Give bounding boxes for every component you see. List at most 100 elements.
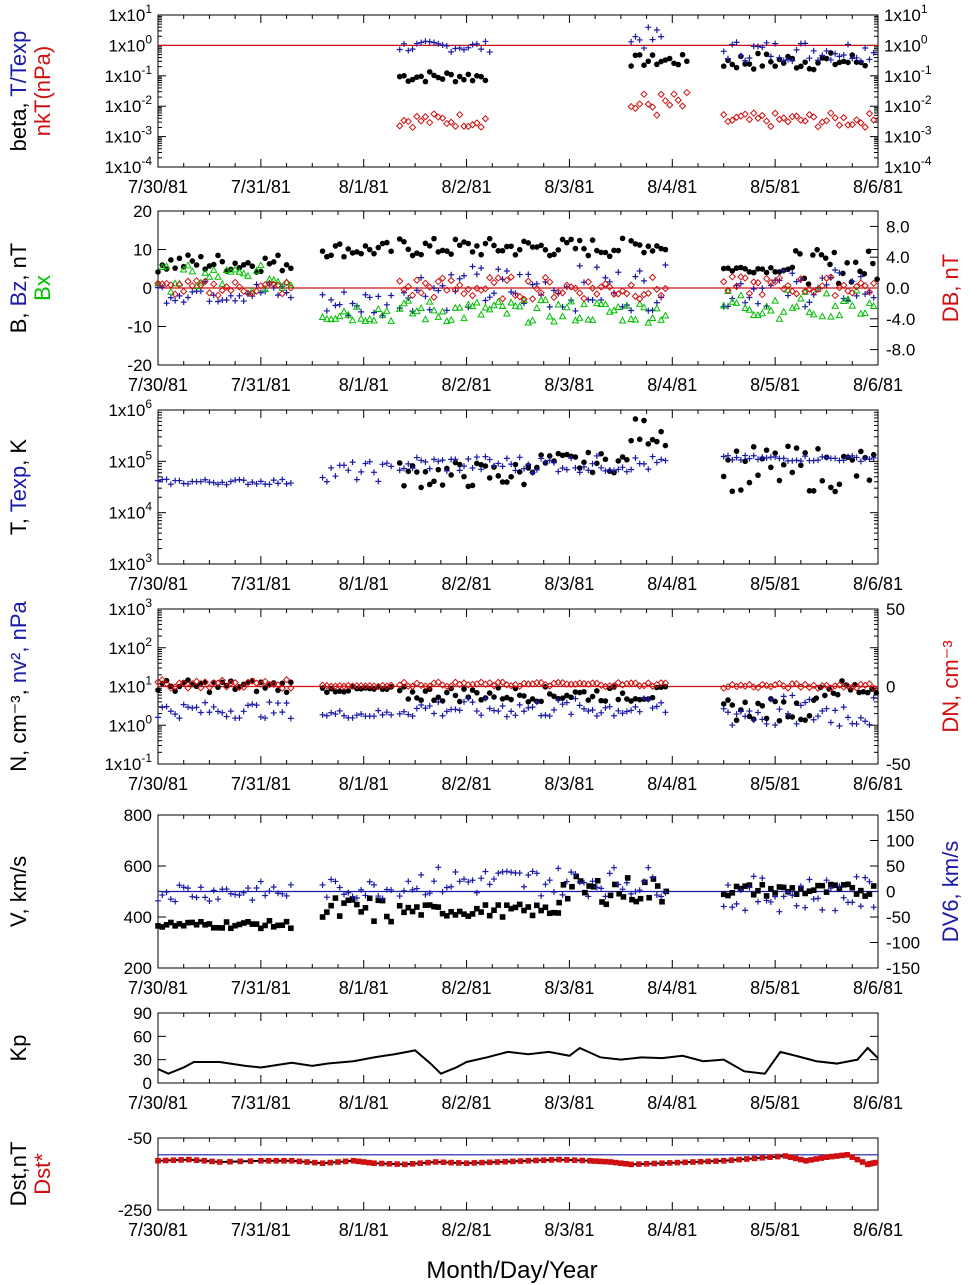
x-tick-label: 8/6/81 bbox=[853, 177, 903, 197]
data-point bbox=[525, 699, 532, 705]
data-point bbox=[189, 919, 196, 926]
data-point bbox=[797, 883, 804, 890]
data-point bbox=[172, 297, 179, 304]
data-point bbox=[499, 914, 506, 920]
data-point bbox=[512, 467, 519, 474]
data-point bbox=[628, 38, 635, 45]
data-point bbox=[798, 716, 804, 723]
data-point bbox=[797, 458, 804, 465]
data-point bbox=[205, 272, 214, 280]
data-point bbox=[387, 681, 395, 689]
data-point bbox=[546, 457, 553, 464]
data-point bbox=[606, 466, 613, 473]
data-point bbox=[576, 679, 584, 687]
data-point bbox=[491, 876, 497, 883]
data-point bbox=[737, 887, 744, 894]
y-tick-label: 1x100 bbox=[108, 712, 152, 735]
data-point bbox=[354, 901, 360, 908]
data-point bbox=[396, 467, 403, 474]
data-point bbox=[745, 305, 754, 313]
data-point bbox=[836, 883, 843, 890]
data-point bbox=[512, 904, 519, 911]
data-point bbox=[503, 276, 511, 285]
y2-tick-label: 50 bbox=[886, 857, 905, 876]
data-point bbox=[495, 247, 502, 254]
data-point bbox=[834, 1153, 840, 1159]
data-point bbox=[444, 248, 450, 254]
data-point bbox=[401, 482, 407, 489]
data-point bbox=[362, 291, 369, 298]
data-point bbox=[636, 887, 643, 894]
data-point bbox=[593, 290, 601, 298]
data-point bbox=[759, 875, 766, 882]
series-line bbox=[157, 1046, 879, 1075]
data-point bbox=[614, 290, 622, 298]
data-point bbox=[210, 261, 217, 268]
data-point bbox=[746, 294, 753, 301]
data-point bbox=[426, 38, 433, 45]
data-point bbox=[815, 457, 821, 464]
data-point bbox=[556, 899, 562, 906]
data-point bbox=[862, 291, 869, 298]
data-point bbox=[431, 710, 437, 717]
data-point bbox=[611, 247, 617, 254]
data-point bbox=[780, 114, 788, 122]
data-point bbox=[521, 907, 527, 914]
data-point bbox=[155, 477, 161, 484]
data-point bbox=[508, 288, 515, 295]
data-point bbox=[371, 713, 377, 720]
data-point bbox=[624, 875, 631, 881]
data-point bbox=[746, 479, 753, 486]
data-point bbox=[741, 110, 749, 118]
data-point bbox=[780, 699, 787, 705]
data-point bbox=[623, 301, 631, 309]
data-point bbox=[435, 864, 442, 871]
data-point bbox=[806, 888, 813, 894]
data-point bbox=[763, 455, 770, 462]
x-tick-label: 7/31/81 bbox=[231, 774, 291, 794]
data-point bbox=[801, 287, 809, 296]
data-point bbox=[644, 318, 653, 326]
data-point bbox=[750, 452, 757, 459]
data-point bbox=[671, 60, 677, 67]
data-point bbox=[533, 466, 540, 473]
data-point bbox=[862, 62, 868, 69]
data-point bbox=[189, 893, 196, 900]
data-point bbox=[720, 1158, 727, 1164]
data-point bbox=[654, 61, 660, 68]
data-point bbox=[822, 692, 828, 699]
data-point bbox=[749, 310, 758, 318]
data-point bbox=[401, 40, 407, 47]
data-point bbox=[603, 901, 610, 908]
data-point bbox=[725, 265, 731, 272]
data-point bbox=[776, 908, 783, 915]
data-point bbox=[840, 281, 848, 289]
data-point bbox=[486, 475, 493, 481]
data-point bbox=[742, 266, 748, 272]
data-point bbox=[746, 269, 753, 275]
data-point bbox=[426, 283, 434, 291]
data-point bbox=[516, 901, 523, 908]
data-point bbox=[328, 876, 335, 883]
data-point bbox=[572, 464, 579, 471]
data-point bbox=[184, 261, 192, 269]
data-point bbox=[358, 909, 364, 915]
data-point bbox=[235, 283, 244, 291]
data-point bbox=[550, 317, 558, 325]
data-point bbox=[776, 717, 783, 724]
x-tick-label: 7/30/81 bbox=[128, 774, 188, 794]
data-point bbox=[456, 110, 464, 119]
data-point bbox=[375, 293, 382, 300]
data-point bbox=[555, 697, 562, 704]
x-tick-label: 8/3/81 bbox=[544, 1220, 594, 1240]
data-point bbox=[366, 1159, 372, 1166]
data-point bbox=[840, 58, 847, 65]
data-point bbox=[210, 887, 217, 894]
data-point bbox=[572, 454, 579, 460]
data-point bbox=[745, 680, 754, 689]
data-point bbox=[861, 270, 868, 277]
data-point bbox=[623, 1161, 629, 1167]
data-point bbox=[828, 881, 834, 888]
data-point bbox=[287, 284, 295, 292]
y2-tick-label: 8.0 bbox=[886, 217, 910, 236]
